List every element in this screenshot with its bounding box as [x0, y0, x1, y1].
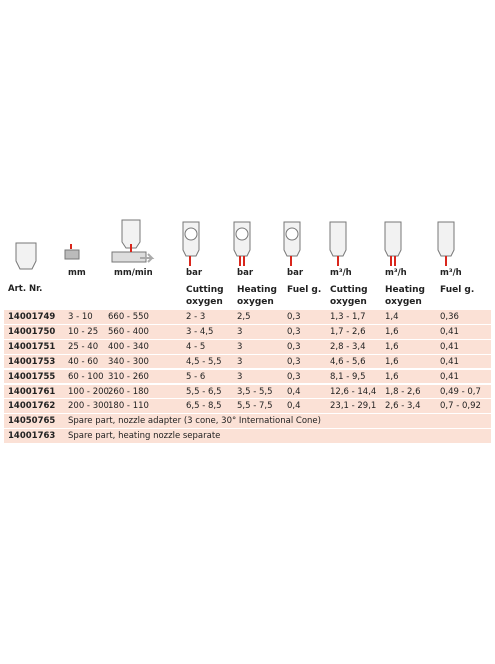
unit-label: bar [287, 268, 304, 278]
cell: 2 - 3 [186, 312, 206, 322]
cell: 3 - 10 [68, 312, 93, 322]
cell: 0,41 [440, 356, 459, 367]
cell: 14001763 [8, 431, 56, 442]
table-row [4, 310, 491, 324]
cell: 3 [237, 371, 243, 382]
cell: 14001753 [8, 356, 56, 367]
cell: 560 - 400 [108, 326, 149, 337]
cell: 14001749 [8, 312, 56, 322]
cell: 2,8 - 3,4 [330, 341, 366, 352]
cell: 14001755 [8, 371, 56, 382]
column-header: Fuel g. [440, 285, 475, 295]
cell: 60 - 100 [68, 371, 104, 382]
cell: 12,6 - 14,4 [330, 386, 377, 397]
table-row [4, 384, 491, 399]
table-row [4, 369, 491, 384]
column-header: Fuel g. [287, 285, 322, 295]
cell: 8,1 - 9,5 [330, 371, 366, 382]
cell: 14050765 [8, 416, 56, 427]
cell: 0,7 - 0,92 [440, 401, 481, 412]
cell: 14001751 [8, 341, 56, 352]
cell: Spare part, nozzle adapter (3 cone, 30° … [68, 416, 321, 427]
cell: 1,6 [385, 371, 399, 382]
cell: 14001750 [8, 326, 56, 337]
cell: 4 - 5 [186, 341, 206, 352]
cell: 4,5 - 5,5 [186, 356, 222, 367]
cell: 660 - 550 [108, 312, 149, 322]
cell: 3,5 - 5,5 [237, 386, 273, 397]
cell: 14001761 [8, 386, 56, 397]
cell: 1,7 - 2,6 [330, 326, 366, 337]
unit-label: m³/h [385, 268, 407, 278]
unit-label: bar [186, 268, 203, 278]
cell: 14001762 [8, 401, 56, 412]
cell: 0,49 - 0,7 [440, 386, 481, 397]
column-header: Cutting oxygen [186, 285, 224, 307]
cell: 400 - 340 [108, 341, 149, 352]
cell: 0,3 [287, 356, 301, 367]
unit-label: bar [237, 268, 254, 278]
cell: 6,5 - 8,5 [186, 401, 222, 412]
column-header: Art. Nr. [8, 284, 43, 294]
cell: 1,6 [385, 341, 399, 352]
cell: 0,3 [287, 371, 301, 382]
cell: 340 - 300 [108, 356, 149, 367]
cell: 2,6 - 3,4 [385, 401, 421, 412]
cell: 3 [237, 326, 243, 337]
cell: 0,3 [287, 341, 301, 352]
cell: 1,4 [385, 312, 399, 322]
cell: 0,3 [287, 312, 301, 322]
cell: 0,3 [287, 326, 301, 337]
cell: 1,8 - 2,6 [385, 386, 421, 397]
cell: 2,5 [237, 312, 251, 322]
cell: 1,6 [385, 326, 399, 337]
cell: 3 [237, 356, 243, 367]
cell: 5 - 6 [186, 371, 206, 382]
cell: 10 - 25 [68, 326, 99, 337]
cell: 310 - 260 [108, 371, 149, 382]
cell: 0,41 [440, 371, 459, 382]
cell: 100 - 200 [68, 386, 109, 397]
unit-label: m³/h [330, 268, 352, 278]
cell: 40 - 60 [68, 356, 99, 367]
table-row [4, 339, 491, 354]
cell: 5,5 - 7,5 [237, 401, 273, 412]
cell: 5,5 - 6,5 [186, 386, 222, 397]
table-row [4, 324, 491, 339]
unit-label: mm/min [114, 268, 153, 278]
cell: 23,1 - 29,1 [330, 401, 377, 412]
table-row [4, 414, 491, 429]
cell: 0,36 [440, 312, 459, 322]
cell: 0,41 [440, 326, 459, 337]
cell: 1,6 [385, 356, 399, 367]
table-row [4, 399, 491, 414]
cell: 0,4 [287, 386, 301, 397]
cell: 3 - 4,5 [186, 326, 214, 337]
cell: 260 - 180 [108, 386, 149, 397]
unit-label: mm [68, 268, 86, 278]
table-row [4, 429, 491, 443]
unit-label: m³/h [440, 268, 462, 278]
column-header: Cutting oxygen [330, 285, 368, 307]
cell: 180 - 110 [108, 401, 149, 412]
table-row [4, 354, 491, 369]
cell: 0,4 [287, 401, 301, 412]
cell: 3 [237, 341, 243, 352]
cell: 25 - 40 [68, 341, 99, 352]
cell: 1,3 - 1,7 [330, 312, 366, 322]
cell: Spare part, heating nozzle separate [68, 431, 221, 442]
cell: 4,6 - 5,6 [330, 356, 366, 367]
column-header: Heating oxygen [237, 285, 277, 307]
column-header: Heating oxygen [385, 285, 425, 307]
cell: 200 - 300 [68, 401, 109, 412]
cell: 0,41 [440, 341, 459, 352]
